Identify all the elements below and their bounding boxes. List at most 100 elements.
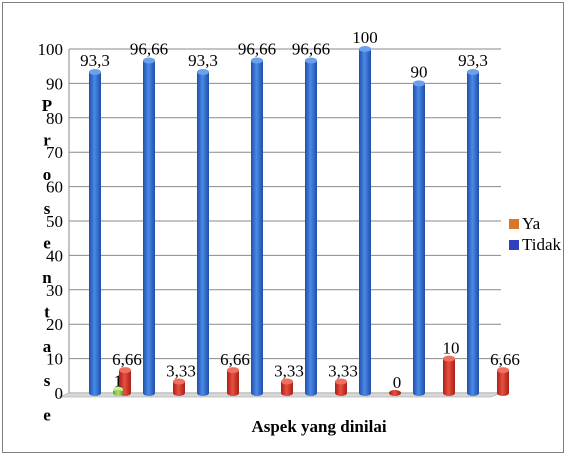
legend-label-ya: Ya [522,214,541,233]
bar-tidak-base [305,390,317,396]
bar-tidak [305,57,317,396]
bar-ya [173,378,185,396]
bar-tidak [89,69,101,396]
bar-ya-top [119,367,131,374]
bar-ya-top [227,367,239,374]
bar-annotation-base [113,390,123,396]
bar-ya-top [281,378,293,385]
bar-tidak-body [89,72,101,393]
data-label-ya: 10 [443,339,460,358]
bar-ya-body [227,370,239,393]
bars [89,46,509,396]
legend-swatch-tidak [509,240,519,250]
bar-tidak-top [143,57,155,64]
y-axis-title-letter: s [44,199,51,218]
y-tick-label: 40 [46,246,63,265]
y-axis-title-letter: e [43,406,51,425]
bar-ya-base [389,390,401,396]
bar-ya-body [497,370,509,393]
gridlines [58,48,502,398]
bar-ya-base [335,390,347,396]
bar-ya-body [335,381,347,393]
data-label-ya: 3,33 [328,362,358,381]
x-axis-title: Aspek yang dinilai [251,417,386,436]
bar-tidak-top [197,69,209,76]
bar-annotation [113,386,123,396]
bar-tidak-base [89,390,101,396]
data-label-tidak: 93,3 [80,51,110,70]
bar-ya-base [443,390,455,396]
bar-tidak [359,46,371,396]
bar-tidak-body [251,60,263,394]
data-label-ya: 6,66 [112,350,142,369]
y-axis-title-letter: o [43,165,52,184]
y-axis-title-letter: P [42,96,52,115]
y-axis-title-letter: s [44,371,51,390]
bar-tidak [467,69,479,396]
y-tick-label: 90 [46,74,63,93]
bar-tidak [143,57,155,396]
bar-ya-base [497,390,509,396]
bar-tidak-base [143,390,155,396]
data-label-annotation: 1 [114,372,123,391]
bar-tidak-top [413,80,425,87]
bar-ya [497,367,509,396]
data-label-ya: 0 [393,373,402,392]
bar-tidak [197,69,209,396]
y-tick-label: 20 [46,315,63,334]
bar-ya-base [281,390,293,396]
bar-tidak-base [197,390,209,396]
data-label-tidak: 96,66 [292,39,330,58]
legend-swatch-ya [509,219,519,229]
bar-tidak [251,57,263,396]
y-axis-title-letter: e [43,234,51,253]
bar-ya-base [173,390,185,396]
data-label-tidak: 93,3 [188,51,218,70]
bar-ya-body [173,381,185,393]
bar-tidak-body [467,72,479,393]
data-label-ya: 6,66 [490,350,520,369]
bar-ya [389,390,401,396]
bar-ya-body [119,370,131,393]
bar-ya-base [227,390,239,396]
bar-tidak-base [467,390,479,396]
y-tick-label: 60 [46,178,63,197]
bar-ya-top [173,378,185,385]
data-label-tidak: 96,66 [238,39,276,58]
y-tick-label: 100 [38,40,64,59]
data-label-ya: 3,33 [166,362,196,381]
bar-ya-top [497,367,509,374]
bar-tidak-top [359,46,371,52]
data-label-ya: 6,66 [220,350,250,369]
bar-tidak-base [413,390,425,396]
bar-tidak [413,80,425,396]
bar-tidak-top [467,69,479,76]
bar-tidak-top [251,57,263,64]
y-axis-ticks: 0 10 20 30 40 50 60 70 80 90 100 [38,40,64,403]
legend: Ya Tidak [509,214,562,254]
y-axis-title-letter: r [43,130,51,149]
data-label-ya: 3,33 [274,362,304,381]
data-label-tidak: 100 [352,28,378,47]
bar-tidak-body [197,72,209,393]
data-label-tidak: 96,66 [130,39,168,58]
data-label-tidak: 93,3 [458,51,488,70]
y-tick-label: 10 [46,350,63,369]
bar-tidak-body [143,60,155,394]
bar-tidak-body [305,60,317,394]
bar-tidak-base [251,390,263,396]
y-tick-label: 30 [46,281,63,300]
bar-ya [335,378,347,396]
bar-ya-body [281,381,293,393]
y-tick-label: 50 [46,212,63,231]
bar-tidak-top [305,57,317,64]
legend-label-tidak: Tidak [522,235,562,254]
y-tick-label: 80 [46,109,63,128]
bar-ya-body [443,358,455,393]
y-axis-title-letter: t [44,302,50,321]
y-axis-title-letter: a [43,337,52,356]
bar-ya-top [443,355,455,362]
